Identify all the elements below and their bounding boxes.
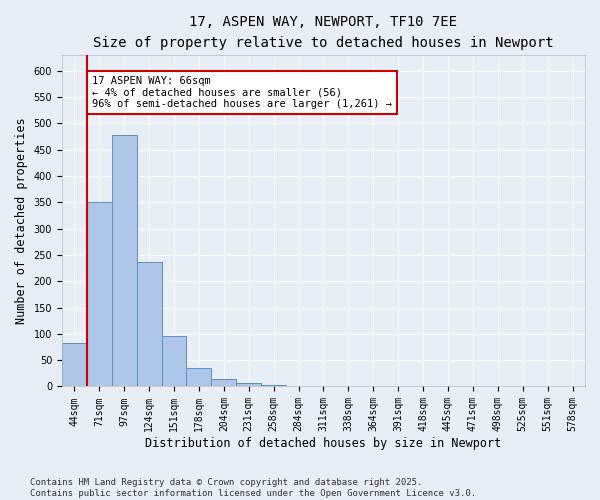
Bar [236,384,261,386]
Bar [137,262,161,386]
Bar [62,343,87,386]
Y-axis label: Number of detached properties: Number of detached properties [15,118,28,324]
Text: Contains HM Land Registry data © Crown copyright and database right 2025.
Contai: Contains HM Land Registry data © Crown c… [30,478,476,498]
Bar [87,202,112,386]
Text: 17 ASPEN WAY: 66sqm
← 4% of detached houses are smaller (56)
96% of semi-detache: 17 ASPEN WAY: 66sqm ← 4% of detached hou… [92,76,392,109]
X-axis label: Distribution of detached houses by size in Newport: Distribution of detached houses by size … [145,437,502,450]
Title: 17, ASPEN WAY, NEWPORT, TF10 7EE
Size of property relative to detached houses in: 17, ASPEN WAY, NEWPORT, TF10 7EE Size of… [93,15,554,50]
Bar [211,378,236,386]
Bar [187,368,211,386]
Bar [161,336,187,386]
Bar [112,135,137,386]
